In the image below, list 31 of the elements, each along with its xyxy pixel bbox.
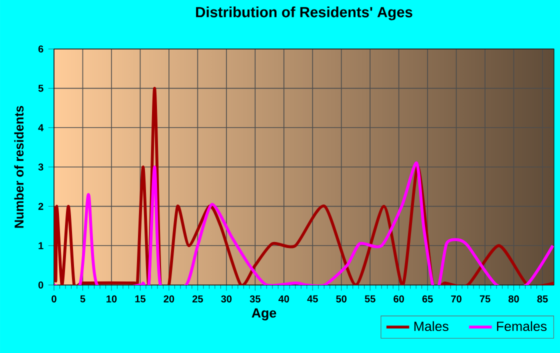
x-tick-label: 55 <box>364 295 376 302</box>
x-tick-label: 15 <box>135 295 146 302</box>
x-tick-label: 5 <box>80 295 86 302</box>
x-tick-label: 10 <box>106 295 117 302</box>
x-tick-label: 85 <box>537 295 548 302</box>
x-tick-label: 20 <box>164 295 174 302</box>
line-series <box>54 162 554 285</box>
x-axis-title: Age <box>252 308 276 320</box>
x-tick-label: 25 <box>192 295 203 302</box>
chart-title: Distribution of Residents' Ages <box>196 6 412 20</box>
x-tick-label: 50 <box>336 295 346 302</box>
x-tick-label: 70 <box>451 295 462 302</box>
y-tick-label: 4 <box>38 124 44 132</box>
y-tick-label: 2 <box>38 202 44 210</box>
x-tick-label: 60 <box>394 295 404 302</box>
y-tick-label: 6 <box>38 45 44 53</box>
y-tick-label: 0 <box>38 281 44 289</box>
y-tick-label: 5 <box>38 84 44 92</box>
y-tick-label: 3 <box>38 163 44 171</box>
x-tick-label: 30 <box>221 295 232 302</box>
legend-label: Females <box>497 321 547 332</box>
y-tick-label: 1 <box>38 242 44 250</box>
x-tick-label: 65 <box>422 295 433 302</box>
y-axis-title: Number of residents <box>14 106 24 228</box>
legend-label: Males <box>414 321 448 332</box>
x-tick-label: 80 <box>508 295 519 302</box>
x-tick-label: 40 <box>278 295 290 302</box>
x-tick-label: 0 <box>52 295 56 302</box>
x-tick-label: 35 <box>250 295 260 302</box>
x-tick-label: 45 <box>307 295 318 302</box>
x-tick-label: 75 <box>480 295 490 302</box>
